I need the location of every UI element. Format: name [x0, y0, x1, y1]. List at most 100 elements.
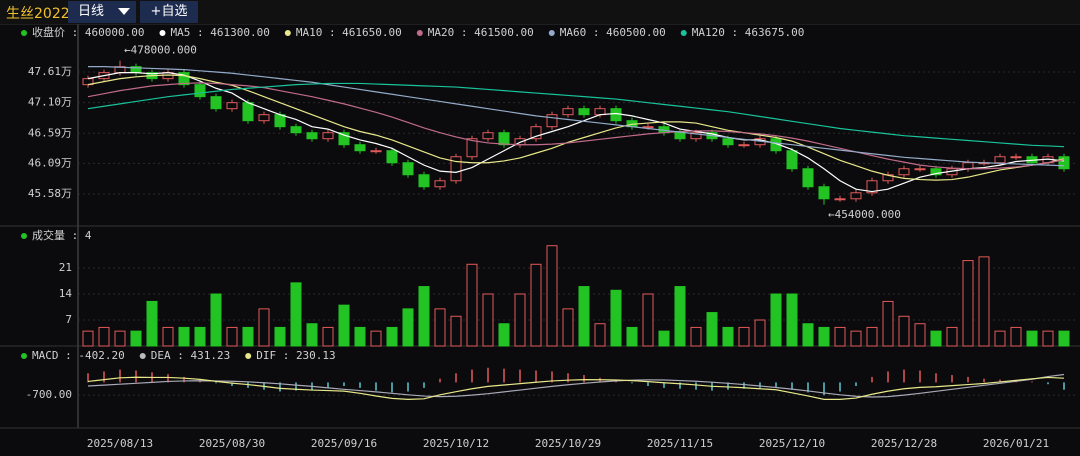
candle-body — [306, 132, 318, 140]
volume-bar — [610, 289, 622, 347]
symbol[interactable]: 生丝2022 — [6, 6, 70, 22]
candle-body — [386, 150, 398, 164]
period-select[interactable]: 日线 — [68, 1, 136, 23]
volume-bar — [386, 326, 398, 347]
dropdown-icon — [118, 8, 130, 15]
ma-line — [88, 66, 1065, 167]
ma-line — [87, 373, 1065, 398]
candle-body — [994, 156, 1006, 164]
volume-bar — [946, 326, 958, 347]
legend-label: MA120 : 463675.00 — [692, 26, 805, 39]
candle-body — [738, 144, 750, 147]
volume-bar — [418, 286, 430, 347]
period-label: 日线 — [78, 4, 105, 19]
candle-body — [402, 162, 414, 176]
volume-bar — [786, 293, 798, 347]
legend-dot — [284, 30, 291, 36]
volume-bar — [130, 330, 142, 347]
ma-line — [87, 376, 1065, 400]
volume-bar — [1058, 330, 1070, 347]
candle-body — [546, 114, 558, 128]
volume-bar — [482, 293, 494, 347]
candle-body — [914, 168, 926, 171]
x-tick-label: 2026/01/21 — [983, 437, 1049, 450]
volume-bar — [994, 330, 1006, 347]
watch-button[interactable]: +自选 — [140, 1, 198, 23]
candle-body — [450, 156, 462, 182]
volume-bar — [338, 304, 350, 347]
ma-line — [87, 74, 1065, 181]
volume-bar — [546, 245, 558, 347]
volume-bar — [402, 308, 414, 347]
volume-bar — [162, 326, 174, 347]
volume-bar — [434, 308, 446, 347]
x-tick-label: 2025/08/30 — [199, 437, 265, 450]
candle-body — [594, 108, 606, 116]
y-tick-label: 21 — [59, 261, 72, 274]
candle-body — [1010, 156, 1022, 159]
candle-body — [210, 96, 222, 110]
volume-bar — [466, 263, 478, 347]
y-tick-label: 7 — [65, 313, 72, 326]
candle-body — [642, 126, 654, 129]
volume-bar — [898, 315, 910, 347]
legend-label: DEA : 431.23 — [151, 349, 230, 362]
y-tick-label: 47.61万 — [28, 65, 72, 78]
volume-bar — [226, 326, 238, 347]
volume-bar — [754, 319, 766, 347]
volume-bar — [770, 293, 782, 347]
volume-bar — [450, 315, 462, 347]
legend-dot — [21, 353, 27, 359]
volume-bar — [626, 326, 638, 347]
volume-bar — [370, 330, 382, 347]
volume-bar — [178, 326, 190, 347]
volume-bar — [1010, 326, 1022, 347]
candle-body — [562, 108, 574, 116]
volume-bar — [642, 293, 654, 347]
legend-label: DIF : 230.13 — [256, 349, 335, 362]
volume-bar — [306, 323, 318, 347]
y-tick-label: 46.59万 — [28, 126, 72, 139]
candle-body — [434, 180, 446, 188]
volume-bar — [818, 326, 830, 347]
y-tick-label: -700.00 — [26, 388, 72, 401]
candle-body — [274, 114, 286, 128]
x-tick-label: 2025/12/10 — [759, 437, 825, 450]
x-tick-label: 2025/10/29 — [535, 437, 601, 450]
candle-body — [418, 174, 430, 188]
volume-bar — [498, 323, 510, 347]
candle-body — [226, 102, 238, 110]
candle-body — [354, 144, 366, 152]
legend-label: MA5 : 461300.00 — [170, 26, 269, 39]
volume-bar — [674, 286, 686, 347]
legend-label: 收盘价 : 460000.00 — [32, 25, 144, 39]
candle-body — [242, 102, 254, 122]
volume-bar — [242, 326, 254, 347]
legend-dot — [159, 30, 166, 36]
legend-dot — [21, 30, 27, 36]
volume-bar — [194, 326, 206, 347]
candle-body — [1058, 156, 1070, 170]
y-tick-label: 45.58万 — [28, 187, 72, 200]
volume-bar — [850, 330, 862, 347]
candle-body — [962, 162, 974, 170]
candle-body — [722, 138, 734, 146]
legend-dot — [548, 30, 555, 36]
candle-body — [530, 126, 542, 140]
candle-body — [338, 132, 350, 146]
legend-label: MA60 : 460500.00 — [560, 26, 666, 39]
candle-body — [482, 132, 494, 140]
volume-bar — [738, 326, 750, 347]
candle-body — [898, 168, 910, 176]
x-tick-label: 2025/12/28 — [871, 437, 937, 450]
legend-dot — [680, 30, 687, 36]
legend-dot — [416, 30, 423, 36]
volume-bar — [706, 312, 718, 347]
y-tick-label: 47.10万 — [28, 96, 72, 109]
candle-body — [786, 150, 798, 170]
volume-bar — [722, 326, 734, 347]
x-tick-label: 2025/09/16 — [311, 437, 377, 450]
candle-body — [178, 72, 190, 86]
volume-bar — [274, 326, 286, 347]
volume-bar — [594, 323, 606, 347]
